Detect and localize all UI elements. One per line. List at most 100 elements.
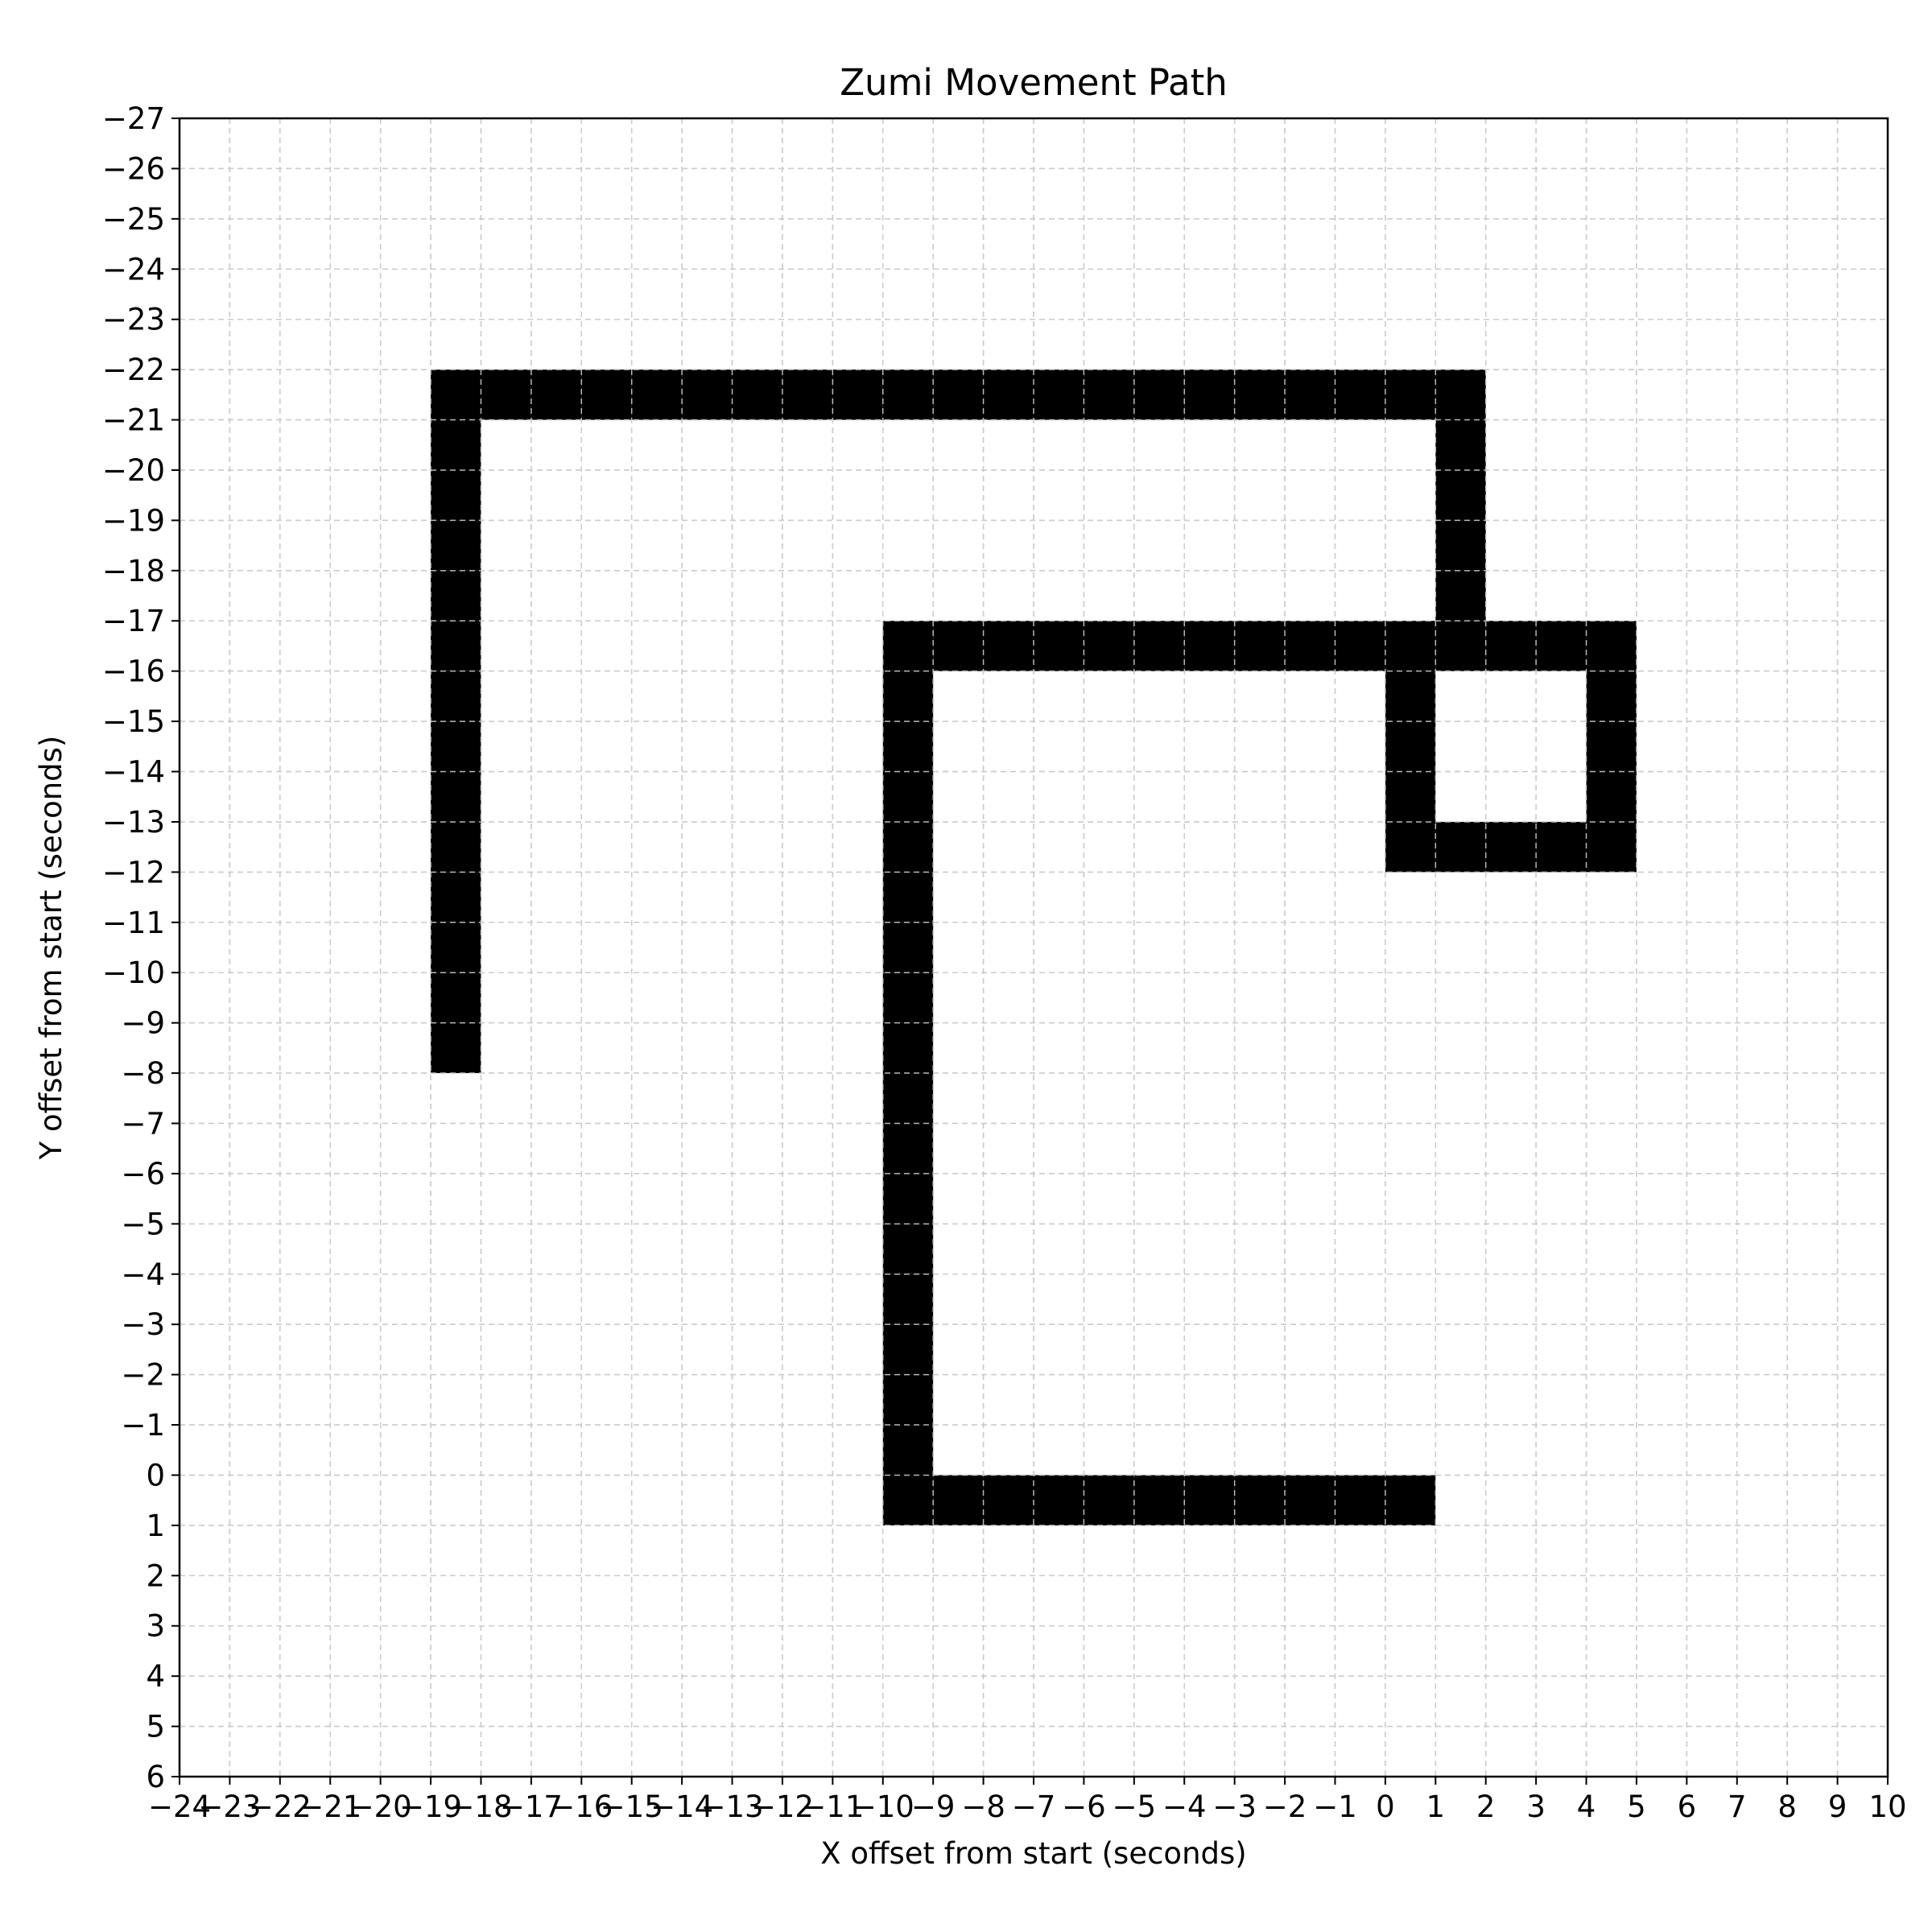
path-cell bbox=[1586, 821, 1637, 873]
x-tick-label: −13 bbox=[700, 1790, 763, 1824]
x-tick-label: 3 bbox=[1526, 1790, 1546, 1824]
path-cell bbox=[983, 1475, 1034, 1525]
x-tick-label: −10 bbox=[852, 1790, 914, 1824]
y-tick-label: −14 bbox=[102, 755, 165, 790]
axis-ticks: −24−23−22−21−20−19−18−17−16−15−14−13−12−… bbox=[102, 101, 1907, 1824]
x-tick-label: 6 bbox=[1678, 1790, 1697, 1824]
path-cell bbox=[431, 872, 481, 923]
path-cell bbox=[882, 671, 934, 722]
path-cell bbox=[1034, 621, 1084, 671]
path-cell bbox=[1034, 369, 1084, 420]
x-tick-label: 9 bbox=[1828, 1790, 1847, 1824]
y-tick-label: −16 bbox=[102, 654, 165, 689]
y-tick-label: 0 bbox=[146, 1458, 165, 1492]
y-tick-label: −17 bbox=[102, 604, 165, 638]
x-tick-label: −24 bbox=[148, 1790, 211, 1824]
path-cell bbox=[1586, 721, 1637, 772]
path-cell bbox=[431, 469, 481, 521]
y-tick-label: −26 bbox=[102, 151, 165, 186]
x-tick-label: −17 bbox=[500, 1790, 563, 1824]
path-cell bbox=[1184, 621, 1235, 671]
y-tick-label: −2 bbox=[121, 1358, 165, 1393]
path-cell bbox=[1335, 1475, 1385, 1525]
path-cell bbox=[1285, 621, 1335, 671]
x-tick-label: −7 bbox=[1012, 1790, 1056, 1824]
y-tick-label: −3 bbox=[121, 1307, 165, 1342]
path-cell bbox=[933, 369, 984, 420]
y-tick-label: −4 bbox=[121, 1257, 165, 1292]
path-cell bbox=[581, 369, 632, 420]
y-tick-label: −24 bbox=[102, 252, 165, 287]
x-tick-label: −3 bbox=[1212, 1790, 1257, 1824]
path-cell bbox=[1234, 1475, 1286, 1525]
path-cell bbox=[682, 369, 733, 420]
x-tick-label: −8 bbox=[961, 1790, 1005, 1824]
x-tick-label: −14 bbox=[650, 1790, 713, 1824]
path-cell bbox=[1586, 621, 1637, 671]
path-cell bbox=[431, 972, 481, 1023]
y-tick-label: −25 bbox=[102, 202, 165, 237]
y-tick-label: −1 bbox=[121, 1408, 165, 1443]
path-cell bbox=[882, 821, 934, 873]
path-cell bbox=[431, 671, 481, 722]
x-tick-label: −12 bbox=[751, 1790, 814, 1824]
path-cell bbox=[1335, 621, 1385, 671]
x-tick-label: −11 bbox=[801, 1790, 864, 1824]
path-cell bbox=[1435, 369, 1486, 420]
x-tick-label: 4 bbox=[1577, 1790, 1596, 1824]
path-cell bbox=[1133, 369, 1185, 420]
path-cell bbox=[431, 570, 481, 621]
path-cell bbox=[431, 922, 481, 973]
path-cell bbox=[983, 621, 1034, 671]
path-cell bbox=[1385, 1475, 1436, 1525]
path-cell bbox=[732, 369, 782, 420]
path-cell bbox=[933, 1475, 984, 1525]
path-cell bbox=[1184, 369, 1235, 420]
path-cell bbox=[1385, 369, 1436, 420]
path-cell bbox=[882, 1274, 934, 1325]
y-tick-label: −8 bbox=[121, 1056, 165, 1091]
path-cell bbox=[882, 721, 934, 772]
path-cell bbox=[1385, 671, 1436, 722]
path-cell bbox=[882, 872, 934, 923]
path-cell bbox=[1435, 570, 1486, 621]
x-axis-label: X offset from start (seconds) bbox=[820, 1836, 1246, 1871]
x-tick-label: −18 bbox=[449, 1790, 512, 1824]
path-cell bbox=[431, 621, 481, 671]
y-tick-label: −5 bbox=[121, 1207, 165, 1241]
y-tick-label: −11 bbox=[102, 906, 165, 940]
path-cell bbox=[882, 771, 934, 822]
plot-frame bbox=[178, 117, 1889, 1778]
y-tick-label: 1 bbox=[146, 1509, 165, 1543]
path-cell bbox=[933, 621, 984, 671]
path-cell bbox=[882, 621, 934, 671]
x-tick-label: −9 bbox=[911, 1790, 956, 1824]
y-tick-label: 2 bbox=[146, 1558, 165, 1593]
path-cell bbox=[431, 419, 481, 470]
path-cell bbox=[882, 1073, 934, 1124]
x-tick-label: −22 bbox=[249, 1790, 312, 1824]
x-tick-label: 0 bbox=[1376, 1790, 1395, 1824]
path-cell bbox=[882, 1022, 934, 1074]
y-tick-label: −12 bbox=[102, 855, 165, 890]
path-cell bbox=[1234, 621, 1286, 671]
path-cell bbox=[530, 369, 582, 420]
x-tick-label: −20 bbox=[349, 1790, 412, 1824]
y-tick-label: −9 bbox=[121, 1006, 165, 1041]
path-cell bbox=[1184, 1475, 1235, 1525]
path-cell bbox=[1133, 621, 1185, 671]
x-tick-label: −4 bbox=[1162, 1790, 1207, 1824]
path-cell bbox=[1385, 771, 1436, 822]
y-tick-label: −21 bbox=[102, 403, 165, 438]
path-cell bbox=[882, 1374, 934, 1426]
y-tick-label: −27 bbox=[102, 101, 165, 136]
x-tick-label: 2 bbox=[1476, 1790, 1496, 1824]
path-cell bbox=[1084, 1475, 1134, 1525]
path-cell bbox=[882, 1425, 934, 1476]
path-cell bbox=[1435, 469, 1486, 521]
x-tick-label: −15 bbox=[601, 1790, 663, 1824]
path-cell bbox=[1385, 621, 1436, 671]
x-tick-label: −6 bbox=[1062, 1790, 1106, 1824]
